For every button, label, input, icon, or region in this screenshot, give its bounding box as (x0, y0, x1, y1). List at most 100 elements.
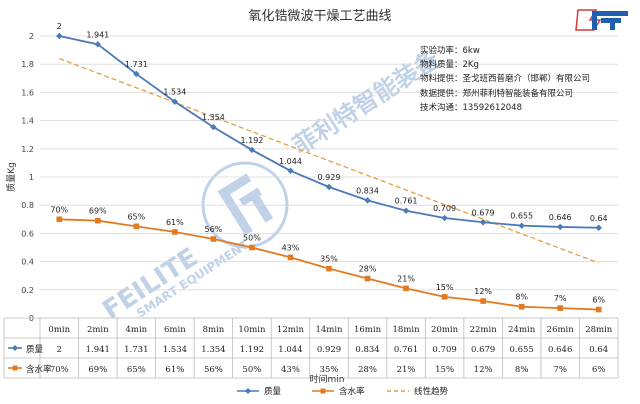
table-cell: 1.192 (240, 345, 264, 355)
data-point (248, 146, 256, 154)
data-point (595, 224, 602, 231)
row-header: 质量 (26, 344, 44, 355)
x-tick-label: 24min (508, 325, 536, 335)
data-point (133, 70, 140, 78)
table-cell: 0.834 (355, 345, 379, 355)
data-point (287, 254, 294, 261)
y-tick-label: 1.4 (21, 117, 34, 126)
data-label: 35% (320, 255, 338, 264)
table-cell: 43% (281, 365, 300, 375)
info-contact: 技术沟通：13592612048 (420, 102, 522, 113)
data-label: 1.192 (240, 136, 263, 145)
data-point (480, 298, 486, 304)
watermark-logo-icon (201, 161, 289, 249)
legend-label: 线性趋势 (414, 386, 449, 397)
data-point (133, 223, 140, 230)
table-cell: 15% (435, 365, 454, 375)
y-tick-label: 1.6 (21, 88, 34, 97)
table-cell: 1.044 (278, 345, 302, 355)
table-cell: 50% (242, 365, 261, 375)
table-cell: 35% (320, 365, 339, 375)
data-label: 1.044 (279, 157, 302, 166)
data-label: 0.64 (590, 214, 608, 223)
info-power: 实验功率：6kw (420, 46, 480, 56)
table-cell: 8% (515, 365, 529, 375)
data-label: 15% (436, 283, 454, 292)
data-point (287, 167, 294, 174)
x-tick-label: 12min (277, 325, 305, 335)
y-tick-label: 1 (29, 173, 34, 182)
y-tick-label: 0 (29, 314, 34, 323)
data-label: 1.731 (125, 60, 148, 69)
table-cell: 0.646 (548, 345, 572, 355)
x-tick-label: 18min (393, 325, 421, 335)
table-cell: 0.761 (394, 345, 418, 355)
data-point (210, 123, 217, 131)
table-cell: 1.354 (201, 345, 225, 355)
data-label: 1.534 (163, 88, 186, 97)
data-label: 61% (166, 218, 184, 227)
table-cell: 0.64 (589, 345, 608, 355)
data-label: 56% (205, 225, 223, 234)
legend-key-marker (320, 388, 326, 394)
table-cell: 0.679 (471, 345, 495, 355)
data-point (595, 306, 602, 313)
y-tick-label: 0.4 (21, 258, 34, 267)
info-material: 物料提供：圣戈班西普磨介（邯郸）有限公司 (420, 74, 591, 85)
data-point (56, 32, 63, 40)
x-tick-label: 8min (203, 325, 225, 335)
x-tick-label: 20min (431, 325, 459, 335)
data-label: 6% (592, 296, 605, 305)
y-tick-label: 2 (29, 32, 34, 41)
table-cell: 28% (358, 365, 377, 375)
legend-label: 含水率 (339, 386, 365, 397)
data-label: 7% (554, 294, 567, 303)
table-cell: 69% (88, 365, 107, 375)
table-cell: 0.655 (509, 345, 533, 355)
table-cell: 1.534 (163, 345, 187, 355)
data-label: 8% (515, 293, 528, 302)
data-label: 70% (50, 205, 68, 214)
data-point (326, 265, 332, 272)
data-point (325, 183, 333, 191)
table-cell: 1.941 (86, 345, 110, 355)
data-point (557, 305, 563, 311)
data-point (402, 207, 410, 214)
data-point (403, 285, 409, 292)
data-label: 1.941 (86, 30, 109, 39)
x-tick-label: 26min (547, 325, 575, 335)
data-label: 65% (127, 212, 145, 221)
data-label: 69% (89, 207, 107, 216)
table-cell: 56% (204, 365, 223, 375)
data-label: 0.709 (433, 204, 456, 213)
data-point (94, 41, 101, 48)
data-label: 0.929 (318, 173, 341, 182)
chart-title: 氧化锆微波干燥工艺曲线 (248, 9, 391, 24)
table-cell: 7% (553, 365, 567, 375)
data-label: 0.646 (549, 213, 572, 222)
table-cell: 2 (57, 345, 62, 355)
legend: 质量 含水率 线性趋势 (237, 386, 449, 397)
y-tick-label: 0.2 (21, 286, 34, 295)
data-point (518, 303, 525, 310)
x-tick-label: 6min (164, 325, 186, 335)
legend-label: 质量 (264, 386, 282, 397)
company-logo-icon (574, 6, 634, 34)
data-label: 12% (474, 287, 492, 296)
x-tick-label: 14min (315, 325, 343, 335)
table-cell: 12% (474, 365, 493, 375)
legend-key-marker (245, 388, 251, 394)
data-point (364, 197, 371, 204)
data-point (210, 236, 217, 242)
row-header: 含水率 (26, 364, 52, 375)
y-axis-label: 质量Kg (5, 162, 17, 192)
y-axis: 0 0.2 0.4 0.6 0.8 1 1.2 1.4 1.6 1.8 2 (21, 32, 34, 323)
x-tick-label: 4min (125, 325, 147, 335)
data-label: 2 (57, 22, 62, 31)
info-mass: 物料质量：2Kg (420, 60, 479, 71)
data-point (479, 219, 487, 226)
table-cell: 65% (127, 365, 146, 375)
data-label: 0.761 (395, 197, 418, 206)
data-point (518, 222, 525, 229)
